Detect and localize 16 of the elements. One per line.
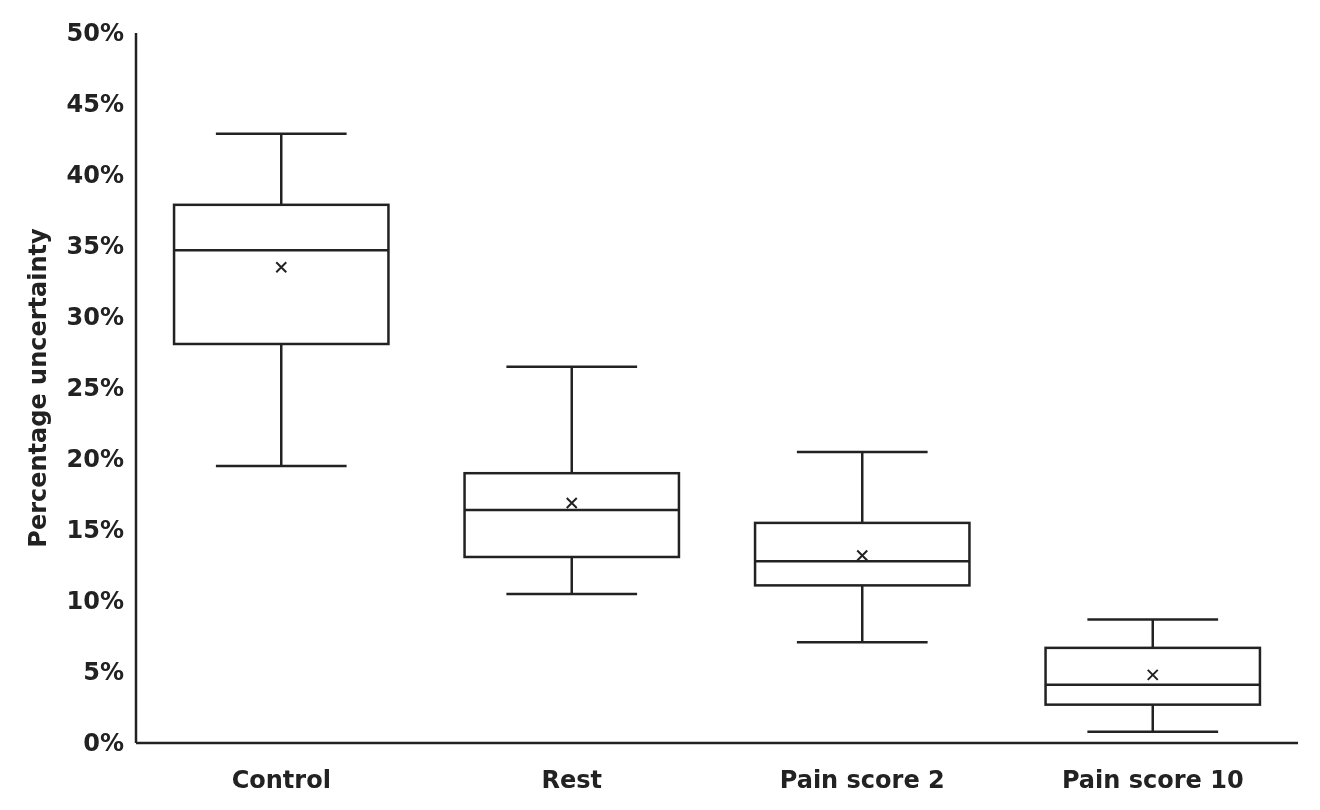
- x-tick-label: Pain score 10: [1061, 766, 1244, 794]
- y-axis-title: Percentage uncertainty: [24, 227, 52, 548]
- y-tick-label: 15%: [66, 516, 124, 545]
- y-tick-label: 25%: [66, 374, 124, 403]
- y-tick-label: 20%: [66, 445, 124, 474]
- x-tick-label: Control: [231, 766, 331, 794]
- x-tick-label: Pain score 2: [779, 766, 945, 794]
- y-tick-label: 50%: [66, 19, 124, 48]
- y-tick-label: 40%: [66, 161, 124, 190]
- y-tick-label: 30%: [66, 303, 124, 332]
- y-tick-label: 0%: [83, 729, 124, 758]
- y-tick-label: 35%: [66, 232, 124, 261]
- x-tick-label: Rest: [541, 766, 603, 794]
- y-tick-label: 45%: [66, 90, 124, 119]
- y-tick-label: 5%: [83, 658, 124, 687]
- y-tick-label: 10%: [66, 587, 124, 616]
